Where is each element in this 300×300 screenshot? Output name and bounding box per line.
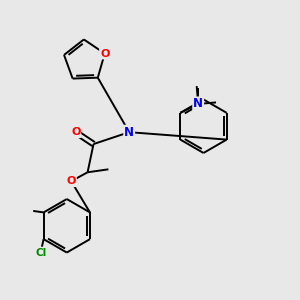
Text: N: N	[124, 126, 134, 139]
Text: O: O	[100, 49, 110, 58]
Text: Cl: Cl	[35, 248, 46, 257]
Text: O: O	[67, 176, 76, 186]
Text: O: O	[71, 127, 80, 137]
Text: N: N	[193, 98, 203, 110]
